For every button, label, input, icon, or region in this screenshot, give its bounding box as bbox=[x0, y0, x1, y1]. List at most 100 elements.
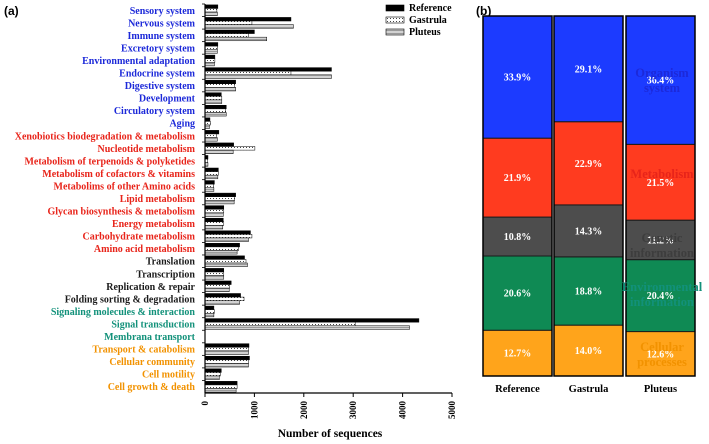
bar-gastrula bbox=[204, 108, 226, 113]
category-label: Transcription bbox=[136, 269, 195, 280]
bar-gastrula bbox=[204, 259, 247, 264]
bar-pluteus bbox=[204, 325, 410, 330]
category-label: Folding sorting & degradation bbox=[65, 294, 196, 305]
category-label: Signaling molecules & interaction bbox=[51, 307, 196, 318]
bar-gastrula bbox=[204, 70, 292, 76]
percent-label: 18.8% bbox=[575, 286, 603, 297]
bar-gastrula bbox=[204, 20, 253, 25]
percent-label: 29.1% bbox=[575, 64, 603, 75]
bar-gastrula bbox=[204, 146, 256, 151]
stage-label: Pluteus bbox=[644, 384, 677, 395]
bar-reference bbox=[204, 192, 236, 197]
bar-reference bbox=[204, 92, 222, 97]
category-label: Energy metabolism bbox=[112, 219, 196, 230]
bar-gastrula bbox=[204, 58, 216, 63]
bar-outline bbox=[553, 15, 624, 377]
bar-gastrula bbox=[204, 196, 235, 201]
bar-pluteus bbox=[204, 149, 234, 154]
bar-gastrula bbox=[204, 183, 214, 188]
category-label: Digestive system bbox=[125, 81, 196, 92]
bar-pluteus bbox=[204, 275, 225, 280]
bar-pluteus bbox=[204, 388, 237, 393]
bar-reference bbox=[204, 117, 211, 122]
x-tick-label: 2000 bbox=[299, 401, 309, 420]
bar-gastrula bbox=[204, 246, 239, 251]
percent-label: 20.4% bbox=[647, 291, 675, 302]
x-tick-label: 1000 bbox=[249, 401, 259, 420]
panel-b-label: (b) bbox=[476, 4, 491, 18]
bar-gastrula bbox=[204, 121, 211, 126]
percent-label: 33.9% bbox=[504, 73, 532, 84]
category-label: Sensory system bbox=[130, 6, 196, 17]
segment-metabolism bbox=[482, 137, 553, 218]
category-label: Nervous system bbox=[128, 18, 196, 29]
percent-label: 14.0% bbox=[575, 346, 603, 357]
group-labels: Organism system Metabolism Genetic informati… bbox=[622, 66, 703, 369]
bar-reference bbox=[204, 280, 232, 285]
bar-pluteus bbox=[204, 262, 248, 267]
bar-gastrula bbox=[204, 284, 230, 289]
bar-reference bbox=[204, 142, 234, 147]
bar-pluteus bbox=[204, 312, 215, 318]
bar-reference bbox=[204, 293, 241, 298]
category-label: Amino acid metabolism bbox=[94, 244, 196, 255]
bar-pluteus bbox=[204, 87, 236, 92]
category-label: Environmental adaptation bbox=[82, 56, 195, 67]
bar-outline bbox=[482, 15, 553, 377]
bar-pluteus bbox=[204, 363, 249, 368]
bar-pluteus bbox=[204, 174, 219, 180]
bar-gastrula bbox=[204, 96, 223, 101]
bar-reference bbox=[204, 368, 222, 373]
legend-swatch-reference bbox=[385, 4, 405, 12]
bar-reference bbox=[204, 243, 240, 248]
segment-organism-system bbox=[553, 15, 624, 123]
bar-pluteus bbox=[204, 11, 218, 16]
bar-pluteus bbox=[204, 137, 218, 142]
bar-reference bbox=[204, 255, 245, 260]
bar-reference bbox=[204, 29, 255, 34]
category-label: Xenobiotics biodegradation & metabolism bbox=[15, 131, 196, 142]
bar-reference bbox=[204, 230, 251, 235]
bar-pluteus bbox=[204, 212, 224, 217]
x-tick-label: 5000 bbox=[447, 401, 457, 420]
bar-pluteus bbox=[204, 124, 210, 129]
segment-environmental-information bbox=[553, 256, 624, 326]
bar-gastrula bbox=[204, 372, 221, 377]
legend-swatch-gastrula bbox=[385, 16, 405, 24]
bar-gastrula bbox=[204, 359, 249, 364]
bar-reference bbox=[204, 67, 332, 72]
category-label: Membrana transport bbox=[104, 332, 195, 343]
x-tick-label: 4000 bbox=[398, 401, 408, 420]
percent-label: 21.5% bbox=[647, 178, 675, 189]
stacked-percent-chart: 12.7% 20.6% 10.8% 21.9% 33.9% 14.0% 18.8% 14.3%… bbox=[482, 15, 703, 395]
chart-axes bbox=[202, 3, 453, 397]
stage-labels: Reference Gastrula Pluteus bbox=[495, 384, 677, 395]
bar-pluteus bbox=[204, 287, 230, 292]
legend-label-reference: Reference bbox=[409, 3, 452, 14]
bar-pluteus bbox=[204, 225, 224, 230]
segment-organism-system bbox=[625, 15, 696, 145]
group-label: Cellular processes bbox=[637, 340, 687, 369]
bar-reference bbox=[204, 42, 219, 47]
bar-pluteus bbox=[204, 49, 218, 54]
x-axis-title: Number of sequences bbox=[278, 428, 383, 440]
bar-reference bbox=[204, 305, 215, 310]
bar-gastrula bbox=[204, 171, 219, 176]
bar-reference bbox=[204, 79, 236, 85]
percent-label: 12.7% bbox=[504, 349, 532, 360]
bar-reference bbox=[204, 217, 224, 223]
bar-reference bbox=[204, 381, 238, 386]
bar-reference bbox=[204, 130, 220, 135]
category-label: Excretory system bbox=[121, 43, 196, 54]
category-label: Circulatory system bbox=[114, 106, 196, 117]
bar-pluteus bbox=[204, 300, 240, 305]
category-label: Nucleotide metabolism bbox=[98, 144, 196, 155]
bar-gastrula bbox=[204, 33, 249, 38]
segment-environmental-information bbox=[482, 255, 553, 331]
bar-gastrula bbox=[204, 133, 217, 138]
bar-reference bbox=[204, 343, 250, 348]
group-label: Environmental information bbox=[622, 280, 703, 309]
